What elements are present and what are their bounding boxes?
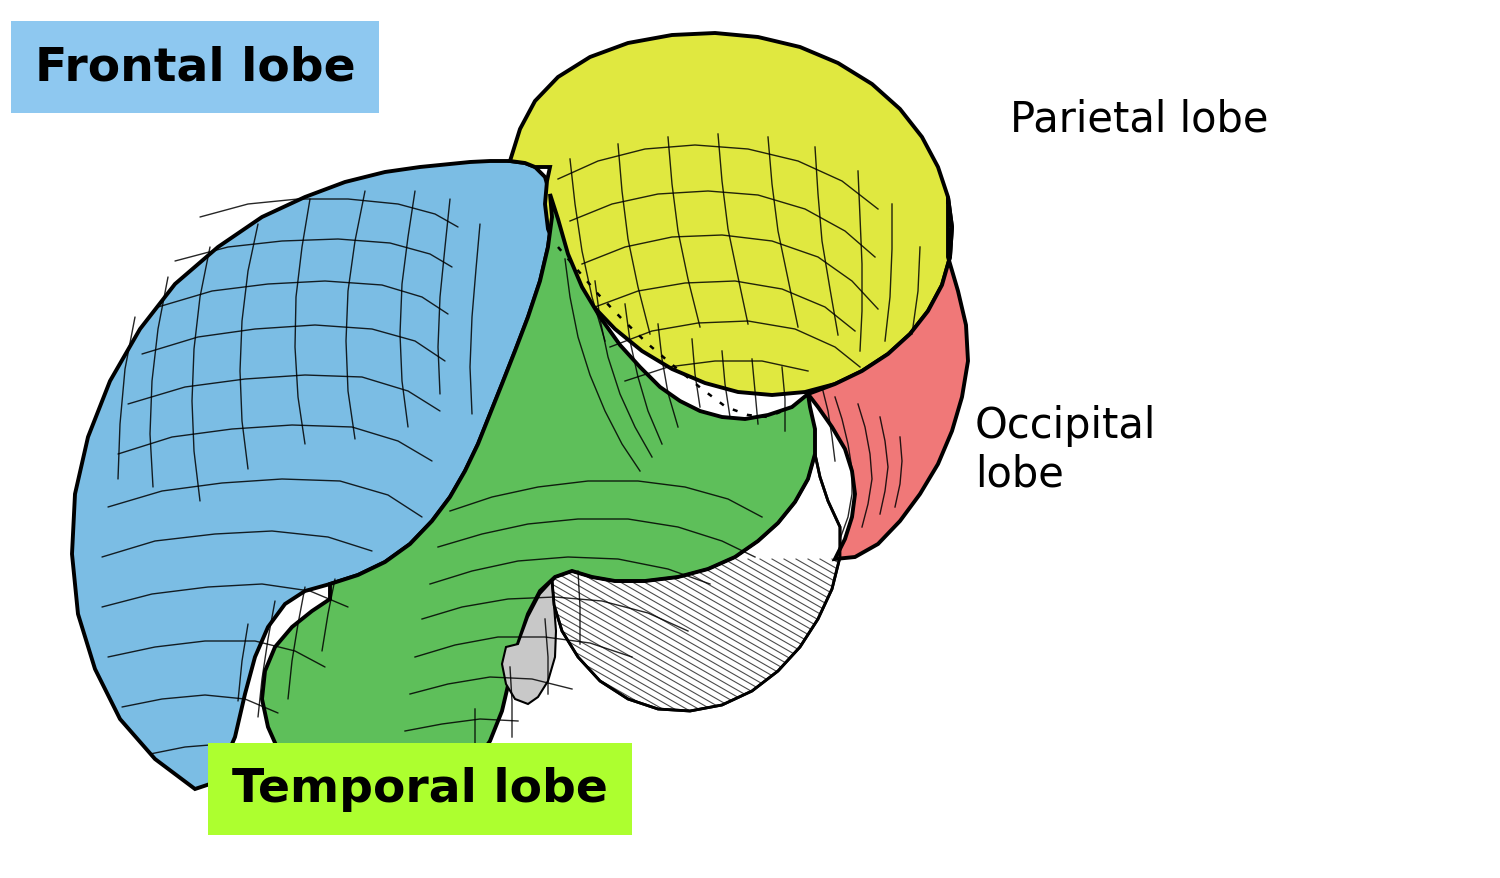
Polygon shape xyxy=(262,195,815,805)
Text: Parietal lobe: Parietal lobe xyxy=(1010,99,1269,140)
Text: Occipital
lobe: Occipital lobe xyxy=(975,404,1156,494)
Polygon shape xyxy=(72,162,552,789)
Polygon shape xyxy=(510,34,952,396)
Text: Frontal lobe: Frontal lobe xyxy=(34,46,356,90)
Text: Temporal lobe: Temporal lobe xyxy=(232,766,608,811)
Polygon shape xyxy=(503,581,556,704)
Polygon shape xyxy=(808,198,968,559)
Polygon shape xyxy=(552,455,840,711)
